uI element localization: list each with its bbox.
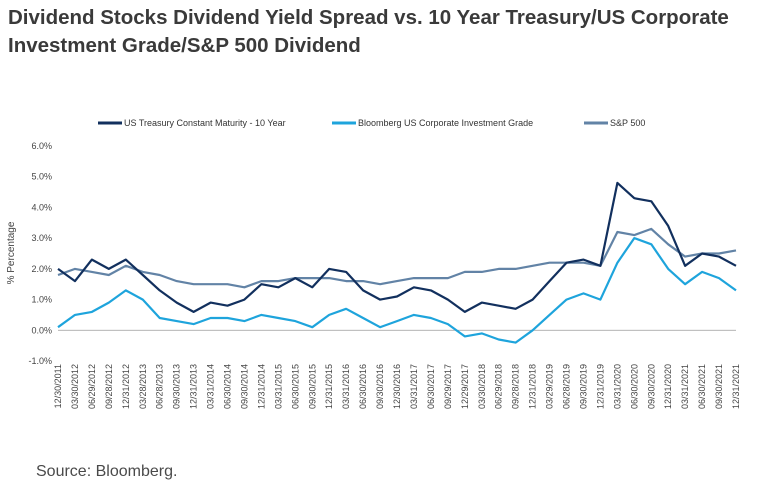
series-line-2 (57, 227, 737, 289)
x-tick-label: 06/28/2013 (155, 364, 165, 409)
x-tick-label: 12/31/2019 (595, 364, 605, 409)
legend-label: US Treasury Constant Maturity - 10 Year (124, 118, 286, 128)
x-tick-label: 12/31/2012 (121, 364, 131, 409)
x-tick-label: 06/30/2020 (629, 364, 639, 409)
x-axis-ticks: 12/30/2011 03/30/2012 06/29/2012 09/28/2012… (53, 364, 741, 409)
x-tick-label: 09/28/2018 (511, 364, 521, 409)
y-tick-label: 3.0% (31, 233, 52, 243)
x-tick-label: 06/30/2016 (358, 364, 368, 409)
x-tick-label: 03/30/2012 (70, 364, 80, 409)
x-tick-label: 06/30/2015 (290, 364, 300, 409)
x-tick-label: 03/31/2017 (409, 364, 419, 409)
y-tick-label: 0.0% (31, 325, 52, 335)
x-tick-label: 12/31/2015 (324, 364, 334, 409)
x-tick-label: 12/30/2016 (392, 364, 402, 409)
y-tick-label: 4.0% (31, 202, 52, 212)
chart-title: Dividend Stocks Dividend Yield Spread vs… (8, 6, 729, 57)
x-tick-label: 03/31/2015 (273, 364, 283, 409)
series-lines (57, 181, 737, 344)
y-axis-label: % Percentage (6, 221, 17, 284)
x-tick-label: 03/31/2021 (680, 364, 690, 409)
x-tick-label: 09/30/2015 (307, 364, 317, 409)
x-tick-label: 12/31/2013 (189, 364, 199, 409)
x-tick-label: 03/29/2019 (545, 364, 555, 409)
x-tick-label: 03/28/2013 (138, 364, 148, 409)
x-tick-label: 12/31/2018 (528, 364, 538, 409)
legend: US Treasury Constant Maturity - 10 Year B… (98, 118, 645, 128)
series-line-0 (57, 181, 737, 313)
x-tick-label: 03/31/2014 (206, 364, 216, 409)
x-tick-label: 09/30/2020 (646, 364, 656, 409)
legend-label: S&P 500 (610, 118, 645, 128)
x-tick-label: 12/31/2020 (663, 364, 673, 409)
x-tick-label: 03/31/2016 (341, 364, 351, 409)
y-tick-label: 2.0% (31, 264, 52, 274)
series-line-1 (57, 237, 737, 344)
x-tick-label: 06/30/2021 (697, 364, 707, 409)
y-tick-label: -1.0% (28, 356, 52, 366)
x-tick-label: 09/29/2017 (443, 364, 453, 409)
x-tick-label: 06/30/2014 (223, 364, 233, 409)
x-tick-label: 09/30/2021 (714, 364, 724, 409)
x-tick-label: 03/31/2020 (612, 364, 622, 409)
legend-label: Bloomberg US Corporate Investment Grade (358, 118, 533, 128)
y-tick-label: 5.0% (31, 172, 52, 182)
x-tick-label: 12/31/2021 (731, 364, 741, 409)
x-tick-label: 09/30/2013 (172, 364, 182, 409)
x-tick-label: 09/30/2014 (239, 364, 249, 409)
x-tick-label: 03/30/2018 (477, 364, 487, 409)
source-note: Source: Bloomberg. (36, 463, 178, 480)
x-tick-label: 09/28/2012 (104, 364, 114, 409)
x-tick-label: 06/30/2017 (426, 364, 436, 409)
y-axis-ticks: -1.0% 0.0% 1.0% 2.0% 3.0% 4.0% 5.0% 6.0% (28, 141, 52, 366)
y-tick-label: 6.0% (31, 141, 52, 151)
x-tick-label: 09/30/2019 (578, 364, 588, 409)
x-tick-label: 09/30/2016 (375, 364, 385, 409)
x-tick-label: 12/30/2011 (53, 364, 63, 408)
x-tick-label: 12/29/2017 (460, 364, 470, 409)
y-tick-label: 1.0% (31, 295, 52, 305)
x-tick-label: 06/29/2018 (494, 364, 504, 409)
x-tick-label: 12/31/2014 (256, 364, 266, 409)
x-tick-label: 06/28/2019 (562, 364, 572, 409)
x-tick-label: 06/29/2012 (87, 364, 97, 409)
